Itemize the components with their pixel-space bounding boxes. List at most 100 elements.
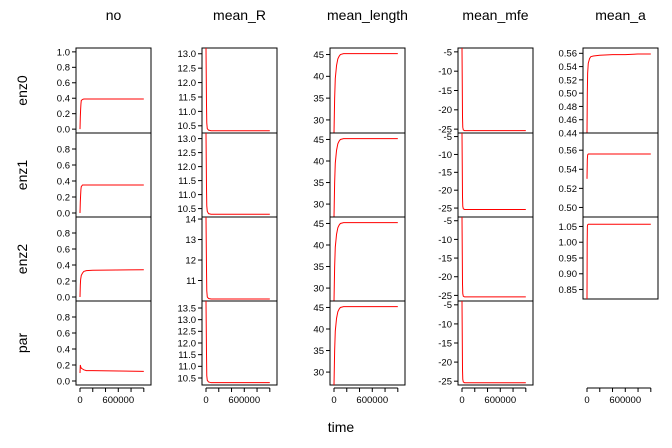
panel-enz2-no: 0.0 0.2 0.4 0.6 0.8: [57, 216, 152, 303]
panel-enz1-mean-R: 10.5 11.0 11.5 12.0 12.5 13.0: [178, 132, 278, 218]
column-title-mean-length: mean_length: [327, 7, 408, 23]
y-tick-label: 40: [313, 240, 324, 251]
y-tick-label: 13.0: [178, 134, 197, 145]
y-tick-label: 0.8: [57, 144, 70, 155]
column-title-mean-R: mean_R: [213, 7, 266, 23]
y-tick-label: 13.5: [178, 303, 197, 314]
y-tick-label: 11.5: [178, 92, 196, 103]
y-tick-label: -25: [438, 203, 452, 214]
y-tick-label: -20: [438, 186, 452, 197]
panel-enz2-mean-length: 30 35 40 45: [313, 216, 406, 302]
series-line: [205, 300, 270, 384]
y-tick-label: 0.8: [57, 312, 70, 323]
series-line: [205, 132, 270, 215]
x-tick-label: 600000: [356, 395, 388, 406]
x-tick-label: 600000: [484, 395, 516, 406]
series-line: [333, 306, 398, 386]
y-tick-label: 12.5: [178, 327, 197, 338]
y-tick-label: 0.0: [57, 208, 70, 219]
y-tick-label: 45: [313, 135, 324, 146]
y-tick-label: 0.2: [57, 192, 70, 203]
y-tick-label: 0.95: [559, 253, 578, 264]
y-tick-label: 12: [185, 255, 196, 266]
y-tick-label: -15: [438, 86, 452, 97]
series-line: [586, 53, 651, 134]
x-tick-label: 0: [584, 395, 589, 406]
y-tick-label: 40: [313, 324, 324, 335]
panel-frame: [201, 300, 278, 386]
y-tick-label: -5: [444, 300, 452, 311]
y-tick-label: 35: [313, 94, 324, 105]
series-line: [333, 222, 398, 302]
series-line: [79, 98, 144, 130]
series-line: [79, 269, 144, 298]
x-axis: 0 600000: [459, 387, 527, 406]
row-label-enz0: enz0: [14, 75, 30, 106]
y-tick-label: 0.56: [559, 49, 578, 60]
y-tick-label: -10: [438, 235, 452, 246]
y-tick-label: 12.0: [178, 162, 197, 173]
panel-frame: [75, 132, 152, 218]
x-tick-label: 600000: [102, 395, 134, 406]
y-tick-label: 45: [313, 219, 324, 230]
panel-frame: [329, 47, 406, 134]
y-tick-label: 12.5: [178, 64, 197, 75]
y-tick-label: -10: [438, 150, 452, 161]
column-title-no: no: [106, 7, 122, 23]
y-tick-label: 0.0: [57, 292, 70, 303]
series-line: [586, 153, 651, 179]
y-tick-label: 45: [313, 303, 324, 314]
panel-enz0-mean-a: 0.44 0.46 0.48 0.50 0.52 0.54 0.56: [559, 47, 659, 139]
series-line: [79, 184, 144, 214]
series-line: [461, 47, 526, 132]
y-tick-label: 0.52: [559, 184, 578, 195]
panel-frame: [457, 132, 534, 218]
panel-frame: [75, 47, 152, 134]
y-tick-label: 30: [313, 283, 324, 294]
series-line: [205, 216, 270, 300]
x-axis: 0 600000: [331, 387, 399, 406]
y-tick-label: 0.48: [559, 102, 578, 113]
panel-frame: [201, 47, 278, 134]
x-axis: 0 600000: [584, 387, 652, 406]
y-tick-label: -10: [438, 319, 452, 330]
panel-enz1-no: 0.0 0.2 0.4 0.6 0.8: [57, 132, 152, 219]
panel-frame: [329, 216, 406, 302]
series-line: [79, 364, 144, 374]
y-tick-label: 0.56: [559, 146, 578, 157]
y-tick-label: 0.46: [559, 115, 578, 126]
x-tick-label: 0: [77, 395, 82, 406]
y-tick-label: -25: [438, 291, 452, 302]
y-tick-label: 10.5: [178, 373, 197, 384]
y-tick-label: 0.4: [57, 94, 70, 105]
panel-enz0-mean-length: 30 35 40 45: [313, 47, 406, 134]
x-axis: 0 600000: [203, 387, 271, 406]
y-tick-label: 35: [313, 178, 324, 189]
y-tick-label: 13.0: [178, 49, 197, 60]
y-tick-label: 0.50: [559, 89, 578, 100]
panel-enz0-mean-mfe: -25 -20 -15 -10 -5: [438, 47, 534, 136]
panel-frame: [75, 216, 152, 302]
panel-frame: [582, 47, 659, 134]
panel-frame: [457, 216, 534, 302]
y-tick-label: 11.5: [178, 350, 196, 361]
y-tick-label: -5: [444, 132, 452, 143]
y-tick-label: 0.6: [57, 328, 70, 339]
panel-par-no: 0.0 0.2 0.4 0.6 0.8 0 600000: [57, 300, 152, 406]
panel-par-mean-length: 30 35 40 45 0 600000: [313, 300, 406, 406]
series-line: [461, 300, 526, 384]
panel-enz2-mean-mfe: -25 -20 -15 -10 -5: [438, 216, 534, 302]
panel-enz0-mean-R: 10.5 11.0 11.5 12.0 12.5 13.0: [178, 47, 278, 134]
y-tick-label: 0.90: [559, 269, 578, 280]
row-label-enz1: enz1: [14, 160, 30, 191]
x-tick-label: 0: [459, 395, 464, 406]
panel-frame: [582, 132, 659, 218]
panel-enz1-mean-mfe: -25 -20 -15 -10 -5: [438, 132, 534, 218]
y-tick-label: -15: [438, 338, 452, 349]
column-title-mean-mfe: mean_mfe: [462, 7, 528, 23]
y-tick-label: 30: [313, 367, 324, 378]
y-tick-label: 45: [313, 50, 324, 61]
y-tick-label: 1.0: [57, 47, 70, 58]
y-tick-label: 1.05: [559, 222, 578, 233]
y-tick-label: 0.4: [57, 176, 70, 187]
